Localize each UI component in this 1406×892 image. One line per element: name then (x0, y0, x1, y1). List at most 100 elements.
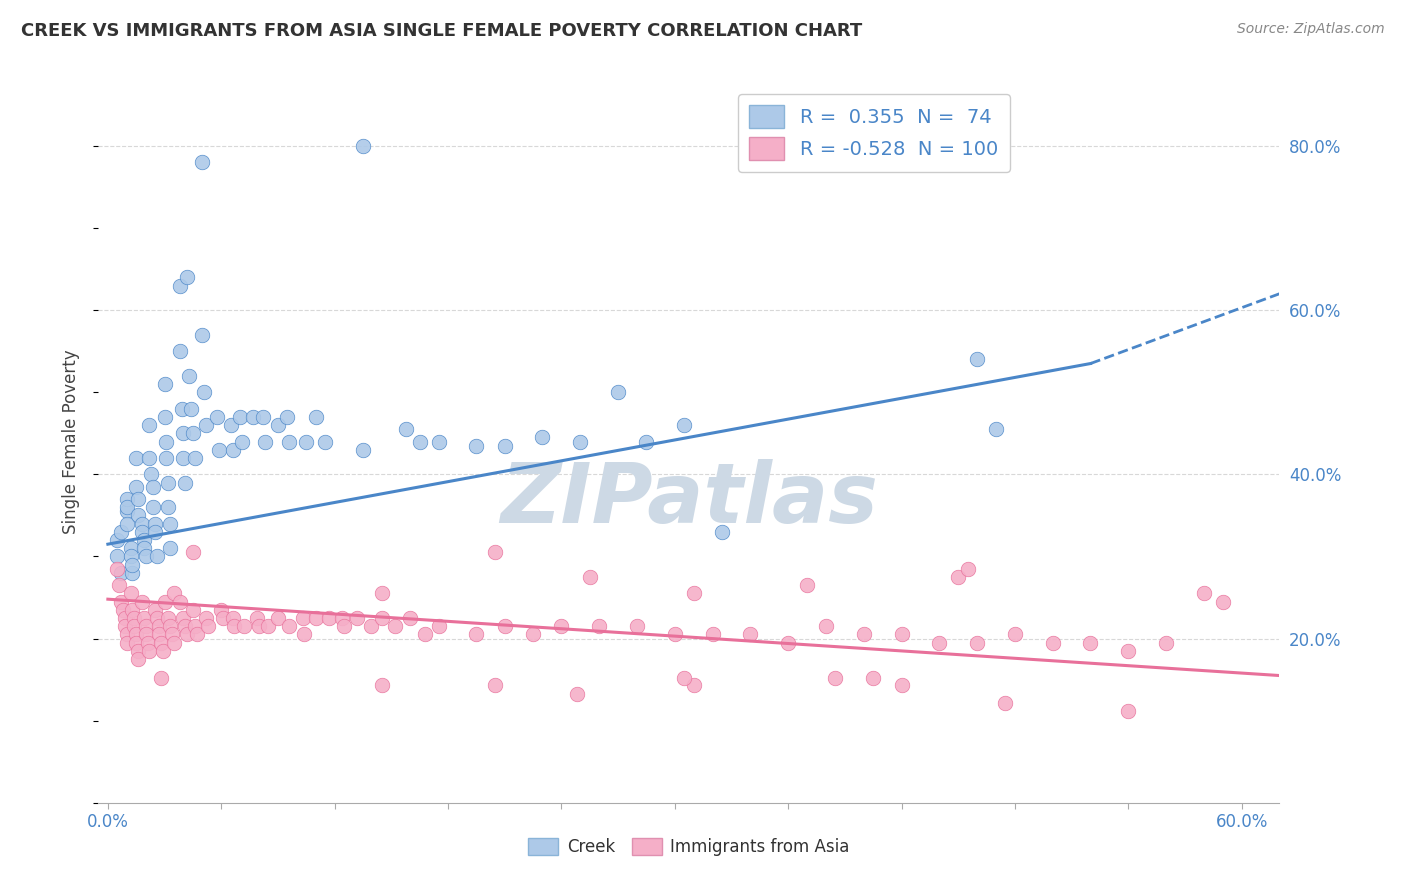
Point (160, 627, 183, 641)
Point (159, 516, 181, 531)
Point (852, 627, 875, 641)
Point (232, 619, 254, 633)
Point (384, 619, 406, 633)
Point (565, 687, 588, 701)
Point (550, 619, 572, 633)
Point (152, 644, 174, 658)
Point (221, 442, 243, 457)
Point (174, 619, 197, 633)
Point (115, 627, 138, 641)
Point (221, 611, 243, 625)
Text: Source: ZipAtlas.com: Source: ZipAtlas.com (1237, 22, 1385, 37)
Point (208, 442, 231, 457)
Point (427, 434, 450, 449)
Point (682, 586, 704, 600)
Point (352, 442, 374, 457)
Point (1080, 636, 1102, 650)
Point (131, 594, 153, 608)
Point (522, 627, 544, 641)
Point (267, 611, 290, 625)
Point (330, 611, 353, 625)
Point (163, 636, 186, 650)
Point (115, 500, 138, 515)
Point (125, 480, 148, 494)
Point (824, 671, 846, 685)
Point (257, 619, 280, 633)
Point (948, 570, 970, 584)
Point (291, 611, 314, 625)
Point (346, 611, 368, 625)
Point (928, 636, 950, 650)
Point (121, 558, 143, 572)
Point (207, 409, 229, 424)
Point (169, 344, 191, 359)
Point (148, 619, 170, 633)
Point (143, 603, 166, 617)
Point (127, 508, 149, 523)
Point (195, 418, 218, 433)
Point (172, 426, 194, 441)
Point (120, 586, 142, 600)
Point (159, 619, 181, 633)
Point (138, 450, 160, 465)
Point (146, 611, 169, 625)
Point (132, 541, 155, 556)
Point (360, 619, 382, 633)
Point (110, 594, 132, 608)
Point (135, 619, 157, 633)
Point (814, 619, 837, 633)
Point (157, 475, 180, 490)
Point (278, 434, 301, 449)
Point (120, 549, 142, 564)
Point (181, 545, 204, 559)
Point (673, 418, 696, 433)
Point (149, 671, 172, 685)
Point (1212, 594, 1234, 608)
Point (415, 627, 437, 641)
Point (253, 434, 276, 449)
Point (531, 430, 554, 444)
Point (371, 678, 394, 692)
Point (157, 611, 180, 625)
Point (1154, 636, 1177, 650)
Point (153, 377, 176, 392)
Point (180, 401, 202, 416)
Point (172, 611, 194, 625)
Point (114, 611, 136, 625)
Point (588, 619, 610, 633)
Point (184, 450, 207, 465)
Point (105, 549, 128, 564)
Point (153, 409, 176, 424)
Point (181, 603, 204, 617)
Point (155, 434, 177, 449)
Point (193, 385, 215, 400)
Point (862, 671, 884, 685)
Point (399, 611, 422, 625)
Point (115, 516, 138, 531)
Point (682, 678, 704, 692)
Point (984, 422, 1007, 436)
Point (371, 586, 394, 600)
Point (796, 578, 818, 592)
Point (127, 644, 149, 658)
Point (318, 611, 340, 625)
Point (1192, 586, 1215, 600)
Point (1042, 636, 1064, 650)
Y-axis label: Single Female Poverty: Single Female Poverty (62, 350, 80, 533)
Point (191, 155, 214, 169)
Point (121, 603, 143, 617)
Point (607, 385, 630, 400)
Point (110, 566, 132, 580)
Point (191, 327, 214, 342)
Point (578, 570, 600, 584)
Point (143, 516, 166, 531)
Point (292, 627, 315, 641)
Point (138, 418, 160, 433)
Point (352, 139, 374, 153)
Point (153, 594, 176, 608)
Point (664, 627, 686, 641)
Point (966, 636, 988, 650)
Point (209, 603, 232, 617)
Point (124, 619, 146, 633)
Point (408, 434, 430, 449)
